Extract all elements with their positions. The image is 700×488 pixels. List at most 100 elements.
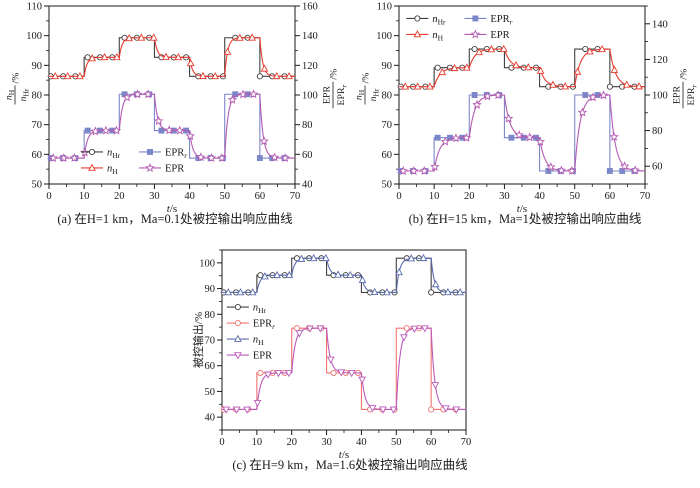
triangle-marker [610, 65, 619, 73]
triangleDown-marker [368, 405, 377, 413]
triangle-marker [297, 254, 306, 262]
series-label: nH [253, 335, 264, 348]
star-marker [217, 153, 227, 163]
circle-marker [414, 15, 421, 22]
legend-item-nH: nH [80, 163, 118, 176]
x-tick-label: 70 [461, 437, 472, 448]
triangle-marker [383, 288, 391, 296]
triangleDown-marker [452, 406, 461, 414]
series-label: EPRr [490, 14, 512, 27]
star-marker [556, 165, 567, 175]
star-marker [206, 153, 217, 163]
star-marker [238, 89, 248, 99]
triangle-marker [426, 82, 434, 90]
star-marker [48, 153, 58, 163]
circle-marker [403, 325, 410, 332]
star-marker [280, 153, 290, 163]
star-marker [588, 92, 598, 102]
triangle-marker [260, 64, 269, 72]
x-tick-label: 10 [252, 437, 263, 448]
circle-marker [293, 325, 300, 332]
legend-item-EPR: EPR [138, 162, 184, 174]
star-marker [90, 126, 101, 136]
square-marker [472, 15, 479, 22]
series-label: EPRr [336, 84, 349, 105]
x-tick-label: 30 [499, 191, 510, 202]
star-marker [503, 113, 514, 123]
legend-item-nH: nH [406, 30, 444, 43]
caption-c: (c) 在H=9 km，Ma=1.6处被控输出响应曲线 [232, 458, 468, 472]
legend-item-EPRr: EPRr [464, 14, 513, 27]
star-marker [122, 92, 132, 102]
square-marker [158, 127, 165, 134]
triangleDown-marker [441, 405, 450, 413]
series-EPRr [397, 92, 645, 174]
legend-item-EPRr: EPRr [226, 319, 275, 332]
x-tick-label: 0 [396, 191, 401, 202]
x-tick-label: 60 [426, 437, 437, 448]
triangle-marker [224, 288, 233, 296]
svg-text:/%: /% [679, 69, 690, 80]
star-marker [430, 161, 440, 171]
triangleDown-marker [326, 356, 335, 364]
triangleDown-marker [400, 334, 408, 342]
triangle-marker [322, 253, 330, 262]
star-marker [69, 153, 80, 163]
star-marker [409, 166, 419, 176]
triangle-marker [88, 163, 96, 171]
triangle-marker [186, 58, 195, 67]
y-left-tick-label: 50 [382, 180, 393, 191]
series-label: EPR [672, 86, 683, 104]
series-label: nHr [18, 88, 31, 101]
legend-item-EPR: EPR [464, 29, 510, 41]
circle-marker [471, 45, 478, 53]
triangleDown-marker [358, 376, 366, 384]
series-label: EPRr [253, 319, 275, 332]
triangle-marker [334, 270, 342, 278]
series-EPR [222, 325, 466, 414]
triangle-marker [395, 267, 403, 276]
triangle-marker [223, 47, 232, 55]
svg-text:/%: /% [329, 69, 340, 80]
svg-text:被控输出/%: 被控输出/% [191, 312, 205, 368]
triangle-marker [475, 47, 483, 56]
series-label: nHr [107, 147, 121, 160]
series-nH [399, 44, 646, 90]
star-marker [259, 136, 269, 146]
star-marker [472, 99, 482, 109]
triangleDown-marker [264, 371, 272, 379]
star-marker [398, 166, 408, 176]
x-tick-label: 50 [219, 191, 230, 202]
triangle-marker [450, 63, 459, 72]
y-right-tick-label: 60 [302, 150, 313, 161]
circle-marker [257, 369, 264, 376]
series-line-EPR [399, 94, 646, 172]
triangle-marker [358, 275, 367, 283]
triangle-marker [235, 33, 244, 41]
star-marker [598, 90, 609, 100]
star-marker [451, 133, 461, 143]
y-right-tick-label: 140 [302, 31, 318, 42]
triangle-marker [162, 52, 170, 60]
x-tick-label: 20 [464, 191, 475, 202]
triangle-marker [125, 33, 133, 42]
triangle-marker [309, 253, 318, 262]
star-marker [111, 125, 122, 135]
legend: nHr EPRr nH EPR [226, 303, 275, 362]
y-right-tick-label: 120 [652, 55, 668, 66]
triangle-marker [63, 71, 72, 80]
series-nH [222, 253, 466, 296]
triangleDown-marker [379, 406, 387, 414]
triangle-marker [273, 270, 281, 279]
triangle-marker [261, 272, 269, 280]
triangle-marker [598, 44, 606, 53]
triangleDown-marker [410, 325, 419, 333]
x-tick-label: 70 [290, 191, 301, 202]
x-axis-label: t/s [339, 449, 349, 461]
y-left-tick-label: 40 [205, 413, 216, 424]
square-marker [594, 92, 601, 98]
circle-marker [256, 73, 263, 80]
triangle-marker [549, 80, 557, 88]
triangle-marker [573, 67, 582, 75]
